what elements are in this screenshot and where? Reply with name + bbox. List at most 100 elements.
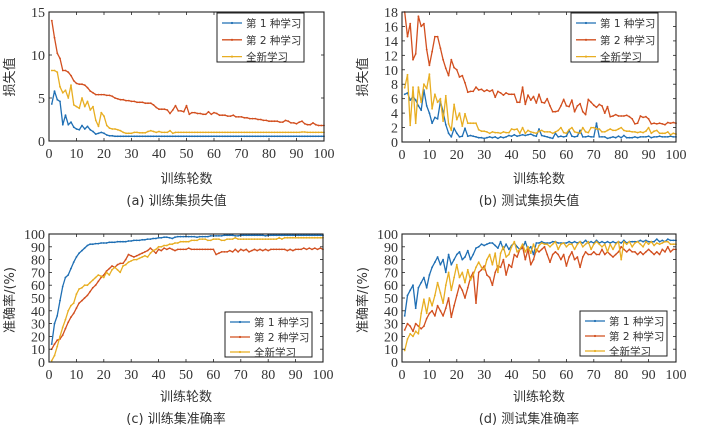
data-point — [625, 243, 628, 246]
data-point — [609, 243, 612, 246]
data-point — [70, 267, 72, 270]
data-point — [237, 135, 240, 138]
data-point — [590, 136, 592, 138]
data-point — [138, 253, 141, 256]
data-point — [218, 131, 221, 134]
data-point — [614, 243, 617, 246]
data-point — [508, 131, 510, 134]
data-point — [50, 343, 53, 345]
legend-marker — [238, 320, 242, 324]
data-point — [144, 102, 147, 105]
data-point — [215, 135, 218, 138]
data-point — [290, 135, 292, 138]
data-point — [177, 110, 180, 112]
data-point — [108, 94, 111, 97]
y-tick-label: 0 — [391, 136, 398, 151]
data-point — [562, 131, 565, 134]
data-point — [601, 248, 603, 251]
data-point — [666, 240, 669, 243]
y-tick-label: 60 — [384, 279, 398, 294]
data-point — [53, 69, 56, 72]
data-point — [516, 128, 518, 130]
data-point — [245, 234, 248, 237]
data-point — [61, 91, 64, 94]
data-point — [165, 236, 168, 239]
data-point — [587, 240, 590, 243]
data-point — [573, 136, 576, 138]
data-point — [305, 236, 308, 239]
data-point — [231, 251, 234, 253]
data-point — [224, 135, 226, 138]
data-point — [83, 297, 86, 299]
data-point — [122, 135, 125, 138]
data-point — [606, 105, 609, 108]
data-point — [455, 68, 458, 71]
data-point — [620, 136, 623, 139]
data-point — [116, 128, 119, 131]
series-line-3 — [51, 69, 324, 134]
data-point — [557, 248, 560, 251]
data-point — [431, 107, 433, 110]
data-point — [248, 251, 250, 253]
data-point — [204, 238, 207, 241]
legend-box — [216, 12, 305, 63]
series-markers-2 — [403, 11, 677, 126]
x-tick-label: 0 — [46, 368, 53, 383]
data-point — [650, 240, 653, 243]
data-point — [61, 285, 64, 288]
data-point — [163, 244, 166, 247]
data-point — [182, 110, 185, 113]
data-point — [243, 116, 246, 119]
data-point — [557, 110, 560, 112]
data-point — [477, 271, 480, 274]
data-point — [270, 120, 273, 123]
data-point — [174, 236, 176, 239]
data-point — [406, 338, 409, 340]
data-point — [420, 312, 423, 315]
data-point — [204, 235, 207, 238]
data-point — [270, 238, 272, 241]
data-point — [450, 58, 453, 61]
data-point — [505, 274, 507, 276]
chart-caption: (c) 训练集准确率 — [126, 411, 225, 427]
data-point — [486, 131, 488, 133]
data-point — [81, 124, 83, 127]
data-point — [94, 119, 97, 122]
data-point — [86, 284, 89, 287]
data-point — [130, 254, 133, 257]
data-point — [455, 132, 458, 135]
x-axis-label: 训练轮数 — [513, 172, 565, 187]
data-point — [171, 135, 174, 138]
data-point — [149, 247, 152, 250]
data-point — [251, 131, 254, 134]
data-point — [595, 122, 598, 125]
legend-box — [579, 310, 668, 357]
data-point — [458, 251, 461, 253]
data-point — [56, 339, 59, 342]
data-point — [628, 115, 631, 118]
data-point — [565, 265, 568, 267]
data-point — [540, 248, 543, 251]
data-point — [196, 239, 198, 242]
data-point — [425, 317, 428, 320]
x-axis-label: 训练轮数 — [513, 390, 565, 405]
data-point — [535, 251, 538, 253]
data-point — [461, 74, 464, 77]
data-point — [275, 234, 278, 237]
data-point — [573, 110, 576, 113]
y-tick-label: 10 — [31, 49, 45, 64]
data-point — [483, 90, 486, 93]
data-point — [477, 136, 480, 139]
data-point — [209, 235, 212, 237]
data-point — [494, 136, 497, 138]
data-point — [639, 115, 642, 117]
data-point — [455, 118, 458, 121]
data-point — [661, 248, 664, 251]
data-point — [461, 135, 464, 138]
data-point — [532, 95, 535, 98]
data-point — [653, 244, 655, 247]
data-point — [549, 261, 551, 264]
data-point — [444, 307, 447, 310]
data-point — [302, 234, 305, 237]
data-point — [127, 135, 130, 138]
